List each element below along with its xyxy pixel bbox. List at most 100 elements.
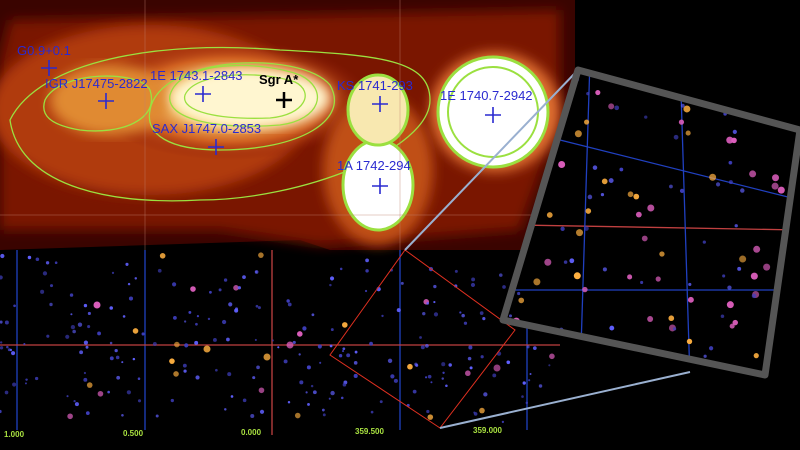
star [558, 161, 566, 169]
star [256, 365, 260, 370]
star [482, 317, 486, 321]
star [353, 373, 358, 378]
star [83, 340, 89, 345]
star [342, 347, 346, 351]
star [532, 346, 537, 350]
star [407, 363, 413, 370]
star [614, 105, 620, 111]
star [700, 92, 708, 100]
star [159, 252, 166, 259]
source-markers [41, 60, 501, 194]
star [777, 186, 785, 194]
star [709, 346, 714, 351]
star [233, 285, 239, 291]
zoom-connector [404, 69, 579, 251]
star [587, 194, 593, 200]
star [292, 340, 296, 345]
star [296, 331, 303, 337]
star [263, 353, 271, 361]
star [528, 379, 531, 382]
star [390, 374, 395, 379]
star [640, 280, 644, 284]
star [633, 193, 640, 200]
tick-label: 359.500 [355, 427, 384, 436]
star [627, 191, 634, 198]
star [749, 170, 757, 178]
star [425, 343, 429, 348]
star [85, 411, 90, 416]
star [742, 70, 747, 76]
zoom-region-box [329, 249, 516, 429]
star [670, 70, 676, 76]
star [720, 314, 725, 318]
star [339, 267, 343, 271]
star [448, 363, 452, 367]
star [563, 260, 568, 264]
star [585, 208, 592, 214]
star [307, 402, 310, 406]
star [422, 311, 426, 316]
star [109, 356, 114, 361]
star [574, 130, 582, 138]
star [786, 357, 792, 363]
star [608, 103, 615, 110]
star [319, 361, 322, 364]
star [203, 345, 211, 353]
star [427, 414, 434, 420]
star [433, 300, 436, 304]
star [132, 328, 139, 334]
star [424, 376, 428, 379]
star [11, 351, 16, 356]
star [685, 130, 691, 136]
star [330, 328, 334, 332]
star [116, 375, 121, 380]
star [286, 341, 294, 349]
star [25, 378, 28, 381]
star [673, 134, 679, 140]
star [441, 377, 444, 380]
star [445, 384, 448, 388]
star [0, 320, 3, 324]
star [433, 312, 439, 317]
star [312, 390, 317, 395]
star [584, 226, 589, 231]
star [342, 322, 348, 328]
star [252, 376, 256, 380]
star [364, 289, 368, 293]
star [728, 160, 733, 165]
star [740, 188, 745, 193]
source-label: G0.9+0.1 [17, 43, 71, 58]
star [122, 315, 126, 318]
star [215, 368, 218, 372]
star [329, 344, 333, 348]
star [502, 285, 506, 289]
star [465, 370, 471, 377]
star [97, 331, 101, 336]
star [330, 390, 335, 396]
star [66, 395, 69, 398]
star [342, 382, 347, 387]
star [227, 372, 232, 377]
star [109, 306, 113, 310]
star [739, 255, 747, 263]
star [169, 358, 175, 364]
star [353, 361, 358, 365]
star [109, 341, 113, 345]
zoom-connector [439, 371, 691, 429]
star [184, 343, 189, 348]
star [556, 340, 563, 347]
star [340, 396, 344, 400]
source-label: KS 1741-293 [337, 78, 413, 93]
source-label: Sgr A* [259, 72, 299, 87]
star [609, 325, 615, 331]
cross-marker [276, 92, 292, 108]
star [4, 320, 9, 325]
star [549, 353, 555, 360]
star [412, 389, 417, 394]
star [420, 345, 425, 350]
star [134, 277, 138, 280]
star [346, 353, 351, 358]
star [341, 350, 345, 353]
star [521, 395, 524, 398]
cross-marker [372, 96, 388, 112]
